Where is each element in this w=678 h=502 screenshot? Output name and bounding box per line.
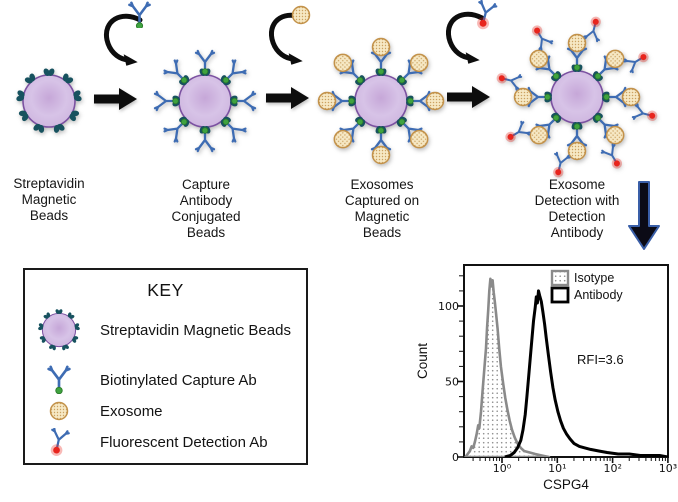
exosome-bead-icon [315,35,447,167]
detection-antibody-icon [46,428,71,456]
key-item-label: Streptavidin Magnetic Beads [100,322,291,339]
magnetic-bead-icon [36,307,82,353]
legend-isotype-swatch [550,269,570,287]
y-tick-label: 0 [452,451,459,464]
stage-label-capture-antibody-beads: Capture Antibody Conjugated Beads [171,177,241,240]
y-axis-label: Count [415,343,430,379]
down-arrow-icon [628,181,660,250]
antibody-histogram-curve [504,289,668,457]
capture-bead-icon [150,46,260,156]
x-tick-label: 10¹ [548,462,566,475]
right-arrow-icon [266,87,309,109]
key-item-label: Biotinylated Capture Ab [100,372,257,389]
rfi-annotation: RFI=3.6 [577,352,624,367]
x-tick-label: 10³ [659,462,677,475]
x-tick-label: 10² [603,462,621,475]
stage-label-exosomes-captured: Exosomes Captured on Magnetic Beads [344,177,420,240]
key-box: KEY Streptavidin Magnetic Beads Biotinyl… [23,268,308,465]
magnetic-bead-icon [13,65,85,137]
key-title: KEY [147,280,184,300]
capture-antibody-icon [128,1,151,28]
stage-label-streptavidin-beads: Streptavidin Magnetic Beads [13,176,85,223]
legend-isotype-label: Isotype [574,271,614,285]
x-tick-label: 10⁰ [493,462,512,475]
curved-add-arrow-icon [103,13,143,66]
key-item-label: Exosome [100,403,163,420]
stage-label-exosome-detection: Exosome Detection with Detection Antibod… [534,177,620,240]
curved-add-arrow-icon [268,12,308,65]
legend-antibody-swatch [550,286,570,304]
y-tick-label: 50 [445,376,459,389]
exosome-icon [291,5,311,25]
capture-antibody-icon [47,365,71,394]
x-axis-label: CSPG4 [543,477,589,492]
right-arrow-icon [94,88,137,110]
exosome-icon [49,401,69,421]
y-tick-label: 100 [438,300,459,313]
flow-cytometry-histogram: 0 50 100 10⁰ 10¹ 10² 10³ Count CSPG4 Iso… [396,256,678,497]
right-arrow-icon [447,86,490,108]
axis-ticks [457,275,669,463]
detection-bead-icon [493,13,661,181]
key-item-label: Fluorescent Detection Ab [100,434,268,451]
curved-add-arrow-icon [445,11,485,64]
legend-antibody-label: Antibody [574,288,623,302]
